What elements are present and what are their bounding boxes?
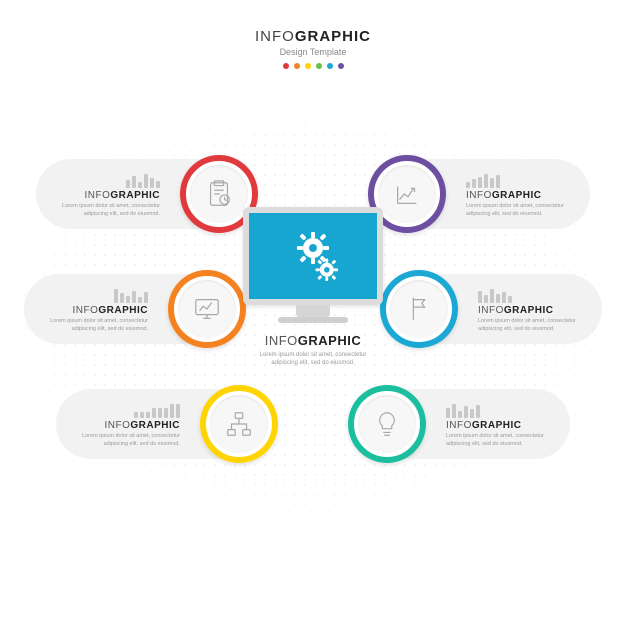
pill-ring-border bbox=[380, 270, 458, 348]
info-pill-3: INFOGRAPHIC Lorem ipsum dolor sit amet, c… bbox=[56, 389, 256, 459]
pill-ring bbox=[380, 270, 458, 348]
pill-title: INFOGRAPHIC bbox=[478, 305, 594, 316]
pill-ring-border bbox=[348, 385, 426, 463]
center-body: Lorem ipsum dolor sit amet, consectetur … bbox=[248, 351, 378, 367]
pill-title: INFOGRAPHIC bbox=[44, 190, 160, 201]
pill-body: Lorem ipsum dolor sit amet, consectetur … bbox=[44, 203, 160, 218]
center-monitor: INFOGRAPHIC Lorem ipsum dolor sit amet, … bbox=[243, 207, 383, 367]
pill-body: Lorem ipsum dolor sit amet, consectetur … bbox=[32, 318, 148, 333]
info-pill-6: INFOGRAPHIC Lorem ipsum dolor sit amet, c… bbox=[370, 389, 570, 459]
pill-text: INFOGRAPHIC Lorem ipsum dolor sit amet, c… bbox=[470, 285, 602, 333]
infographic-stage: INFOGRAPHIC Lorem ipsum dolor sit amet, … bbox=[0, 99, 626, 599]
header-title: INFOGRAPHIC bbox=[0, 28, 626, 45]
pill-title: INFOGRAPHIC bbox=[446, 420, 562, 431]
header-dots bbox=[0, 63, 626, 69]
header-dot bbox=[305, 63, 311, 69]
mini-chart-icon bbox=[446, 400, 562, 418]
pill-text: INFOGRAPHIC Lorem ipsum dolor sit amet, c… bbox=[56, 400, 188, 448]
mini-chart-icon bbox=[466, 170, 582, 188]
page-header: INFOGRAPHIC Design Template bbox=[0, 0, 626, 69]
pill-body: Lorem ipsum dolor sit amet, consectetur … bbox=[466, 203, 582, 218]
pill-text: INFOGRAPHIC Lorem ipsum dolor sit amet, c… bbox=[458, 170, 590, 218]
monitor-base bbox=[278, 317, 348, 323]
pill-text: INFOGRAPHIC Lorem ipsum dolor sit amet, c… bbox=[24, 285, 156, 333]
monitor-stand bbox=[296, 305, 330, 317]
header-dot bbox=[338, 63, 344, 69]
info-pill-5: INFOGRAPHIC Lorem ipsum dolor sit amet, c… bbox=[402, 274, 602, 344]
gears-icon bbox=[277, 224, 349, 288]
pill-ring bbox=[200, 385, 278, 463]
center-title-light: INFO bbox=[265, 333, 298, 348]
info-pill-2: INFOGRAPHIC Lorem ipsum dolor sit amet, c… bbox=[24, 274, 224, 344]
header-dot bbox=[316, 63, 322, 69]
monitor-screen bbox=[243, 207, 383, 305]
header-dot bbox=[283, 63, 289, 69]
header-dot bbox=[294, 63, 300, 69]
mini-chart-icon bbox=[478, 285, 594, 303]
pill-ring bbox=[168, 270, 246, 348]
mini-chart-icon bbox=[44, 170, 160, 188]
pill-body: Lorem ipsum dolor sit amet, consectetur … bbox=[446, 433, 562, 448]
mini-chart-icon bbox=[32, 285, 148, 303]
info-pill-1: INFOGRAPHIC Lorem ipsum dolor sit amet, c… bbox=[36, 159, 236, 229]
pill-ring-border bbox=[168, 270, 246, 348]
center-title: INFOGRAPHIC bbox=[243, 333, 383, 348]
header-dot bbox=[327, 63, 333, 69]
pill-title: INFOGRAPHIC bbox=[466, 190, 582, 201]
pill-body: Lorem ipsum dolor sit amet, consectetur … bbox=[478, 318, 594, 333]
pill-text: INFOGRAPHIC Lorem ipsum dolor sit amet, c… bbox=[438, 400, 570, 448]
pill-title: INFOGRAPHIC bbox=[32, 305, 148, 316]
info-pill-4: INFOGRAPHIC Lorem ipsum dolor sit amet, c… bbox=[390, 159, 590, 229]
pill-text: INFOGRAPHIC Lorem ipsum dolor sit amet, c… bbox=[36, 170, 168, 218]
pill-ring-border bbox=[200, 385, 278, 463]
header-subtitle: Design Template bbox=[0, 47, 626, 57]
pill-title: INFOGRAPHIC bbox=[64, 420, 180, 431]
header-title-light: INFO bbox=[255, 28, 295, 45]
header-title-bold: GRAPHIC bbox=[295, 28, 371, 45]
center-title-bold: GRAPHIC bbox=[298, 333, 361, 348]
pill-ring bbox=[348, 385, 426, 463]
pill-body: Lorem ipsum dolor sit amet, consectetur … bbox=[64, 433, 180, 448]
center-label: INFOGRAPHIC Lorem ipsum dolor sit amet, … bbox=[243, 333, 383, 367]
mini-chart-icon bbox=[64, 400, 180, 418]
